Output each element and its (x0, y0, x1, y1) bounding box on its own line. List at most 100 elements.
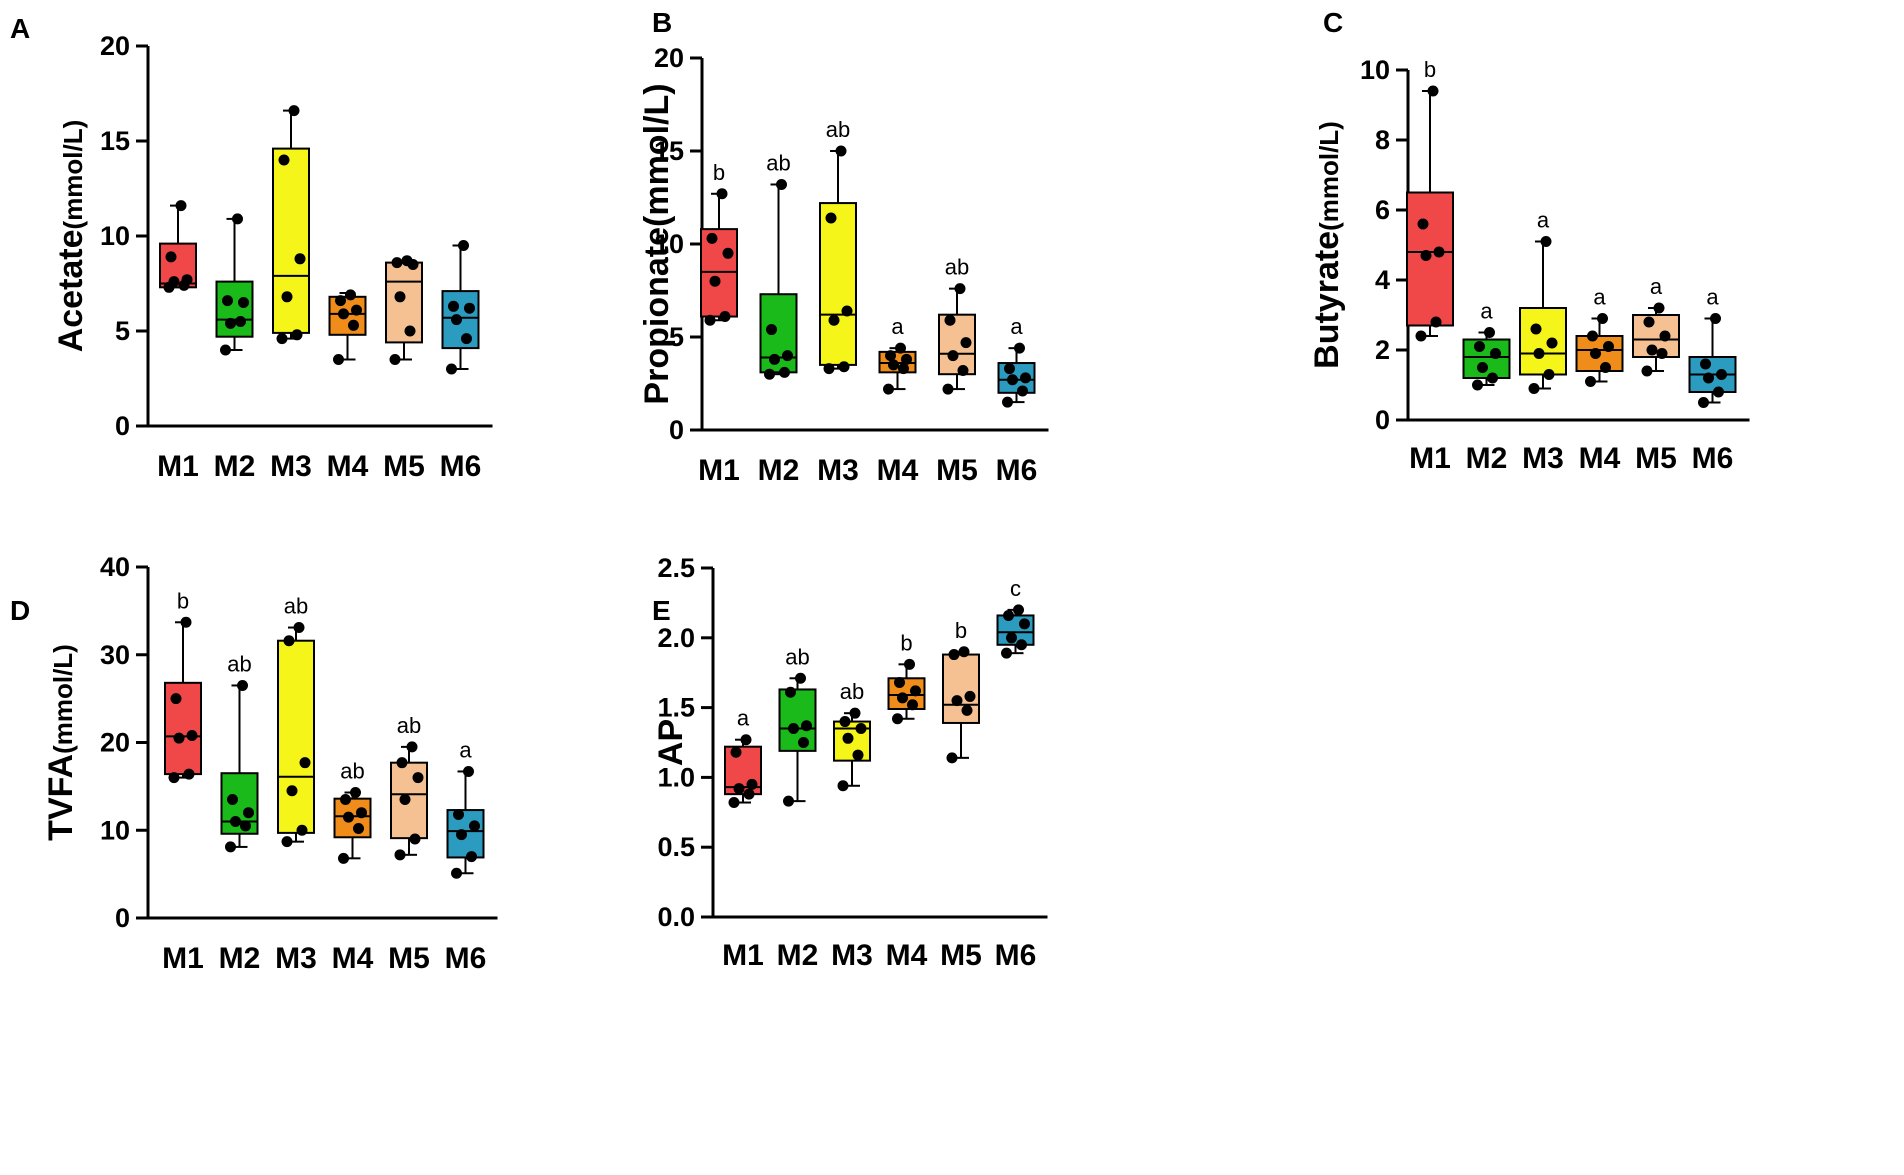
data-point (294, 253, 306, 265)
box-iqr (164, 681, 202, 776)
data-point (719, 311, 731, 323)
box-m3: a (1519, 208, 1567, 394)
data-point (828, 314, 840, 326)
data-point (281, 836, 293, 848)
data-point (1528, 383, 1540, 394)
significance-label: ab (227, 651, 251, 676)
significance-label: ab (766, 150, 790, 175)
data-point (798, 737, 809, 748)
y-tick-label: 1.5 (657, 693, 695, 723)
box-iqr (1406, 191, 1454, 327)
data-point (957, 364, 969, 376)
data-point (837, 780, 849, 792)
data-point (885, 350, 896, 362)
data-point (883, 383, 894, 395)
data-point (841, 305, 853, 317)
data-point (1474, 341, 1485, 352)
y-axis-title-name: AP (652, 719, 690, 766)
box-m6: a (997, 314, 1036, 408)
y-axis-title-unit: (mmol/L) (58, 120, 88, 230)
y-tick-label: 0 (669, 415, 684, 445)
box-m1: b (164, 588, 202, 784)
data-point (942, 383, 954, 395)
x-category-label: M2 (214, 450, 256, 483)
x-category-label: M1 (157, 450, 199, 483)
y-tick-label: 10 (1360, 55, 1390, 85)
y-axis-title-name: Propionate (638, 227, 676, 405)
significance-label: b (955, 618, 967, 643)
data-point (1587, 330, 1598, 342)
box-m2: ab (759, 150, 798, 380)
box-m4: b (887, 630, 926, 725)
data-point (235, 316, 246, 327)
data-point (709, 275, 721, 287)
panel-letter: A (10, 13, 30, 44)
data-point (743, 788, 755, 800)
data-point (181, 274, 193, 286)
data-point (451, 867, 462, 879)
data-point (1641, 365, 1653, 377)
data-point (835, 145, 847, 157)
data-point (227, 794, 238, 806)
data-point (396, 757, 408, 769)
significance-label: a (1480, 299, 1493, 324)
box-m5: b (942, 618, 980, 764)
data-point (776, 178, 787, 190)
data-point (333, 354, 344, 365)
data-point (895, 342, 906, 354)
box-m3: ab (819, 117, 857, 375)
data-point (183, 768, 195, 780)
data-point (1433, 246, 1445, 258)
box-m4 (328, 289, 367, 365)
data-point (838, 361, 850, 373)
significance-label: b (713, 160, 725, 185)
data-point (276, 333, 288, 345)
data-point (225, 841, 236, 853)
data-point (335, 295, 346, 307)
x-category-label: M6 (995, 939, 1037, 972)
x-category-label: M4 (886, 939, 928, 972)
data-point (353, 822, 364, 834)
data-point (769, 353, 780, 365)
significance-label: b (177, 588, 189, 613)
data-point (825, 212, 837, 224)
data-point (910, 685, 921, 697)
data-point (892, 713, 903, 725)
data-point (1427, 85, 1439, 97)
significance-label: a (1010, 314, 1023, 339)
box-m5 (385, 255, 423, 365)
data-point (1600, 362, 1611, 373)
data-point (1698, 397, 1709, 408)
data-point (401, 255, 413, 267)
box-iqr (1632, 314, 1680, 358)
y-tick-label: 20 (100, 728, 130, 758)
box-iqr (385, 261, 423, 344)
data-point (165, 251, 177, 263)
data-point (348, 319, 359, 331)
panel-e-chart: E 0.0 0.5 1.0 1.5 2.0 2.5 AP a M1 ab M2 ab M3 b M4 b M5 c M… (652, 553, 1048, 972)
panel-letter: E (652, 595, 671, 626)
significance-label: a (1650, 274, 1663, 299)
x-category-label: M5 (388, 942, 430, 975)
box-iqr (1462, 338, 1511, 379)
data-point (446, 363, 457, 375)
data-point (839, 716, 851, 728)
x-category-label: M3 (1522, 442, 1564, 475)
y-axis-title-name: TVFA (42, 754, 80, 841)
data-point (1472, 379, 1483, 391)
data-point (170, 693, 182, 705)
data-point (1004, 363, 1015, 375)
data-point (338, 308, 349, 320)
data-point (412, 772, 424, 784)
y-tick-label: 0 (1375, 405, 1390, 435)
data-point (237, 679, 248, 691)
box-m5: ab (390, 713, 428, 861)
y-axis-title: AP (652, 719, 690, 766)
data-point (1017, 385, 1028, 397)
data-point (898, 363, 909, 375)
panel-letter: D (10, 595, 30, 626)
box-iqr (1519, 307, 1567, 376)
y-tick-label: 0.0 (657, 902, 695, 932)
data-point (904, 658, 915, 670)
box-m3 (272, 105, 310, 345)
